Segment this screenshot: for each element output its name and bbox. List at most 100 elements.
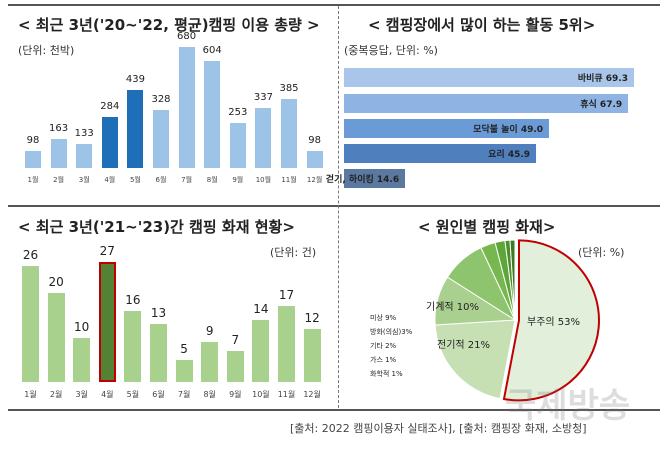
chart1-title: < 최근 3년('20~'22, 평균)캠핑 이용 총량 > xyxy=(18,16,320,34)
chart1-month-label: 2월 xyxy=(53,176,65,184)
chart1-month-label: 1월 xyxy=(27,176,39,184)
pie-slice-label: 가스 1% xyxy=(370,356,397,364)
chart2-bar-label: 휴식 67.9 xyxy=(580,100,623,110)
chart1-value-label: 680 xyxy=(177,31,197,42)
chart3-value-label: 14 xyxy=(253,301,269,316)
chart3-month-label: 6월 xyxy=(152,390,165,399)
chart2-bar: 요리 45.9 xyxy=(344,144,537,163)
chart3-title: < 최근 3년('21~'23)간 캠핑 화재 현황> xyxy=(18,218,295,236)
chart3-value-label: 12 xyxy=(304,310,320,325)
bottom-border xyxy=(8,409,660,411)
chart1-bar xyxy=(255,108,272,168)
fire-cause-pie-chart xyxy=(434,239,600,402)
chart4-unit: (단위: %) xyxy=(578,246,625,259)
chart2-bar-label: 바비큐 69.3 xyxy=(577,74,628,84)
chart2-bar: 휴식 67.9 xyxy=(344,94,629,113)
chart1-bar xyxy=(127,89,144,168)
chart1-bar xyxy=(101,117,118,168)
chart3-unit: (단위: 건) xyxy=(270,246,317,259)
chart1-month-label: 12월 xyxy=(306,176,323,184)
pie-slice xyxy=(509,239,516,321)
pie-slice-label: 기타 2% xyxy=(370,342,397,350)
pie-slice-label: 기계적 10% xyxy=(426,302,480,313)
chart3-bar xyxy=(150,324,167,382)
chart1-month-label: 4월 xyxy=(104,176,116,184)
chart1-value-label: 98 xyxy=(26,134,40,146)
chart2-bar-label: 요리 45.9 xyxy=(488,150,531,160)
chart3-value-label: 16 xyxy=(125,292,141,307)
middle-border xyxy=(8,205,660,207)
chart3-month-label: 3월 xyxy=(75,390,88,399)
chart1-bar xyxy=(306,150,323,168)
chart1-month-label: 10월 xyxy=(255,176,272,184)
chart2-bar: 걷기, 하이킹 14.6 xyxy=(326,169,406,188)
chart3-value-label: 10 xyxy=(74,319,90,334)
chart3-value-label: 17 xyxy=(278,288,295,303)
chart3-month-label: 10월 xyxy=(252,390,270,399)
pie-slice-label: 화학적 1% xyxy=(370,370,403,378)
chart1-month-label: 11월 xyxy=(281,176,297,184)
chart1-value-label: 604 xyxy=(202,44,222,56)
chart3-bar xyxy=(226,350,244,382)
chart1-bar xyxy=(153,109,169,168)
chart2-unit: (중복응답, 단위: %) xyxy=(344,44,438,57)
chart3-value-label: 13 xyxy=(150,306,167,321)
chart1-value-label: 284 xyxy=(100,101,120,113)
chart3-bar xyxy=(201,342,219,382)
chart1-value-label: 385 xyxy=(279,83,299,95)
chart3-bar xyxy=(303,328,321,382)
chart1-value-label: 439 xyxy=(125,73,145,85)
chart3-value-label: 26 xyxy=(22,248,39,263)
chart3-bar xyxy=(73,337,91,382)
chart1-month-label: 7월 xyxy=(181,176,193,184)
chart2-bar-label: 걷기, 하이킹 14.6 xyxy=(325,175,400,185)
chart4-title: < 원인별 캠핑 화재> xyxy=(418,218,556,236)
chart3-bar xyxy=(98,262,116,382)
chart3-value-label: 7 xyxy=(231,332,240,347)
vertical-divider xyxy=(338,6,339,408)
chart1-unit: (단위: 천박) xyxy=(18,44,75,57)
chart3-bar xyxy=(47,293,65,382)
chart2-bar: 바비큐 69.3 xyxy=(344,68,634,87)
chart1-bar xyxy=(76,144,93,168)
pie-slice-label: 미상 9% xyxy=(370,314,397,322)
chart1-month-label: 8월 xyxy=(206,176,218,184)
chart3-month-label: 5월 xyxy=(126,390,140,399)
chart1-value-label: 253 xyxy=(228,106,248,118)
chart3-month-label: 1월 xyxy=(24,390,37,399)
chart3-month-label: 7월 xyxy=(177,390,191,399)
chart1-month-label: 3월 xyxy=(78,176,90,184)
chart1-bar xyxy=(178,47,195,168)
chart3-month-label: 4월 xyxy=(101,390,114,399)
source-footer: [출처: 2022 캠핑이용자 실태조사], [출처: 캠핑장 화재, 소방청] xyxy=(290,422,587,435)
chart1-month-label: 6월 xyxy=(155,176,167,184)
chart3-month-label: 8월 xyxy=(203,390,216,399)
chart3-bar xyxy=(278,306,295,382)
chart1-bar xyxy=(229,122,246,168)
watermark: 국제방송 xyxy=(505,386,631,426)
chart3-value-label: 9 xyxy=(205,324,214,338)
chart1-value-label: 133 xyxy=(74,128,94,140)
chart3-month-label: 9월 xyxy=(229,390,242,399)
chart3-month-label: 11월 xyxy=(277,390,296,399)
chart3-value-label: 20 xyxy=(48,275,64,290)
chart2-bar-label: 모닥불 놀이 49.0 xyxy=(473,125,544,135)
chart3-month-label: 12월 xyxy=(303,390,321,399)
pie-slice xyxy=(434,319,516,400)
chart1-value-label: 337 xyxy=(253,92,273,104)
chart1-month-label: 9월 xyxy=(232,176,244,184)
chart3-value-label: 5 xyxy=(180,341,188,356)
chart1-value-label: 163 xyxy=(49,122,69,134)
chart1-value-label: 98 xyxy=(308,134,321,146)
pie-slice-label: 부주의 53% xyxy=(527,317,581,328)
chart3-bar xyxy=(22,266,39,382)
pie-slice-label: 전기적 21% xyxy=(437,340,491,351)
chart2-bar: 모닥불 놀이 49.0 xyxy=(344,119,550,138)
chart1-value-label: 328 xyxy=(151,93,171,105)
chart1-bar xyxy=(204,60,221,168)
top-border xyxy=(8,4,660,6)
chart1-bar xyxy=(50,138,67,168)
pie-slice-label: 방화(의심)3% xyxy=(370,328,413,336)
chart1-month-label: 5월 xyxy=(129,176,141,184)
chart3-bar xyxy=(252,319,270,382)
